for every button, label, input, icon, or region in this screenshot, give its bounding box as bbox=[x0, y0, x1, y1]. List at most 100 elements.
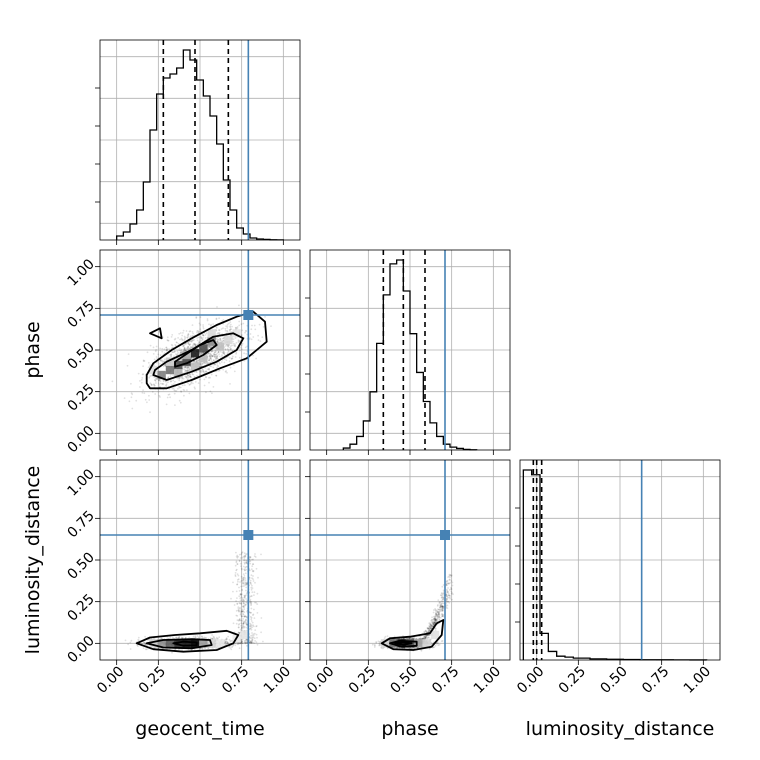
scatter-point bbox=[157, 647, 160, 650]
scatter-point bbox=[222, 368, 225, 371]
scatter-point bbox=[170, 343, 173, 346]
scatter-point bbox=[226, 348, 229, 350]
scatter-point bbox=[194, 387, 196, 390]
scatter-point bbox=[212, 386, 215, 388]
scatter-point bbox=[197, 359, 200, 362]
scatter-point bbox=[187, 376, 190, 379]
scatter-point bbox=[254, 629, 257, 631]
scatter-point bbox=[250, 588, 253, 591]
scatter-point bbox=[252, 613, 255, 616]
scatter-point bbox=[208, 355, 211, 357]
scatter-point bbox=[180, 352, 182, 354]
scatter-point bbox=[240, 624, 243, 627]
scatter-point bbox=[219, 339, 222, 341]
scatter-point bbox=[202, 334, 205, 336]
scatter-point bbox=[191, 340, 194, 343]
scatter-point bbox=[202, 334, 205, 337]
scatter-point bbox=[131, 393, 134, 396]
scatter-point bbox=[238, 632, 241, 634]
scatter-point bbox=[204, 647, 206, 650]
scatter-point bbox=[140, 379, 143, 381]
scatter-point bbox=[241, 629, 244, 632]
scatter-point bbox=[252, 558, 255, 561]
scatter-point bbox=[146, 351, 149, 354]
scatter-point bbox=[217, 637, 219, 640]
scatter-point bbox=[142, 373, 145, 376]
scatter-point bbox=[240, 602, 242, 605]
scatter-point bbox=[386, 635, 389, 637]
scatter-point bbox=[174, 389, 177, 392]
scatter-point bbox=[193, 343, 196, 345]
scatter-point bbox=[200, 352, 203, 355]
scatter-point bbox=[184, 366, 186, 369]
scatter-point bbox=[203, 371, 205, 374]
scatter-point bbox=[213, 355, 216, 358]
scatter-point bbox=[198, 648, 200, 650]
scatter-point bbox=[249, 333, 252, 335]
scatter-point bbox=[255, 567, 258, 570]
scatter-point bbox=[241, 600, 244, 603]
scatter-point bbox=[250, 595, 252, 598]
scatter-point bbox=[143, 392, 146, 395]
scatter-point bbox=[158, 394, 161, 397]
scatter-point bbox=[200, 363, 203, 365]
scatter-point bbox=[241, 334, 243, 336]
scatter-point bbox=[237, 578, 240, 581]
scatter-point bbox=[236, 554, 239, 557]
scatter-point bbox=[437, 642, 440, 645]
scatter-point bbox=[223, 361, 226, 364]
scatter-point bbox=[209, 376, 211, 379]
scatter-point bbox=[174, 337, 177, 340]
scatter-point bbox=[201, 635, 204, 638]
scatter-point bbox=[144, 643, 147, 646]
scatter-point bbox=[187, 374, 190, 377]
scatter-point bbox=[251, 577, 253, 580]
scatter-point bbox=[222, 350, 225, 353]
scatter-point bbox=[250, 627, 252, 630]
scatter-point bbox=[239, 562, 242, 565]
scatter-point bbox=[245, 594, 248, 596]
scatter-point bbox=[186, 375, 189, 378]
scatter-point bbox=[243, 559, 246, 562]
scatter-point bbox=[254, 556, 257, 558]
scatter-point bbox=[196, 339, 199, 342]
scatter-point bbox=[228, 357, 231, 359]
scatter-point bbox=[189, 330, 192, 332]
scatter-point bbox=[189, 375, 192, 378]
scatter-point bbox=[242, 610, 244, 613]
scatter-point bbox=[235, 352, 238, 355]
scatter-point bbox=[242, 578, 245, 580]
scatter-point bbox=[183, 394, 185, 397]
scatter-point bbox=[213, 354, 216, 356]
scatter-point bbox=[379, 644, 381, 647]
scatter-point bbox=[185, 349, 187, 352]
scatter-point bbox=[198, 373, 201, 375]
scatter-point bbox=[155, 356, 158, 358]
scatter-point bbox=[222, 352, 225, 355]
scatter-point bbox=[199, 370, 202, 373]
x-tick-label-0: 0.00 bbox=[94, 664, 127, 697]
scatter-point bbox=[240, 567, 243, 570]
scatter-point bbox=[242, 600, 245, 602]
scatter-point bbox=[187, 333, 190, 336]
scatter-point bbox=[205, 391, 207, 394]
density-cell-4 bbox=[157, 639, 166, 648]
scatter-point bbox=[154, 384, 156, 387]
scatter-point bbox=[211, 637, 214, 640]
scatter-point bbox=[224, 370, 227, 373]
scatter-point bbox=[252, 624, 254, 627]
scatter-point bbox=[216, 355, 219, 358]
scatter-point bbox=[148, 376, 151, 379]
scatter-point bbox=[260, 617, 263, 619]
scatter-point bbox=[175, 636, 178, 639]
scatter-point bbox=[197, 330, 200, 332]
scatter-point bbox=[227, 642, 229, 645]
scatter-point bbox=[130, 382, 132, 385]
scatter-point bbox=[172, 379, 175, 382]
scatter-point bbox=[245, 603, 247, 606]
scatter-point bbox=[202, 362, 205, 364]
scatter-point bbox=[250, 623, 252, 626]
scatter-point bbox=[165, 346, 168, 349]
scatter-point bbox=[245, 601, 248, 604]
scatter-point bbox=[242, 585, 244, 588]
